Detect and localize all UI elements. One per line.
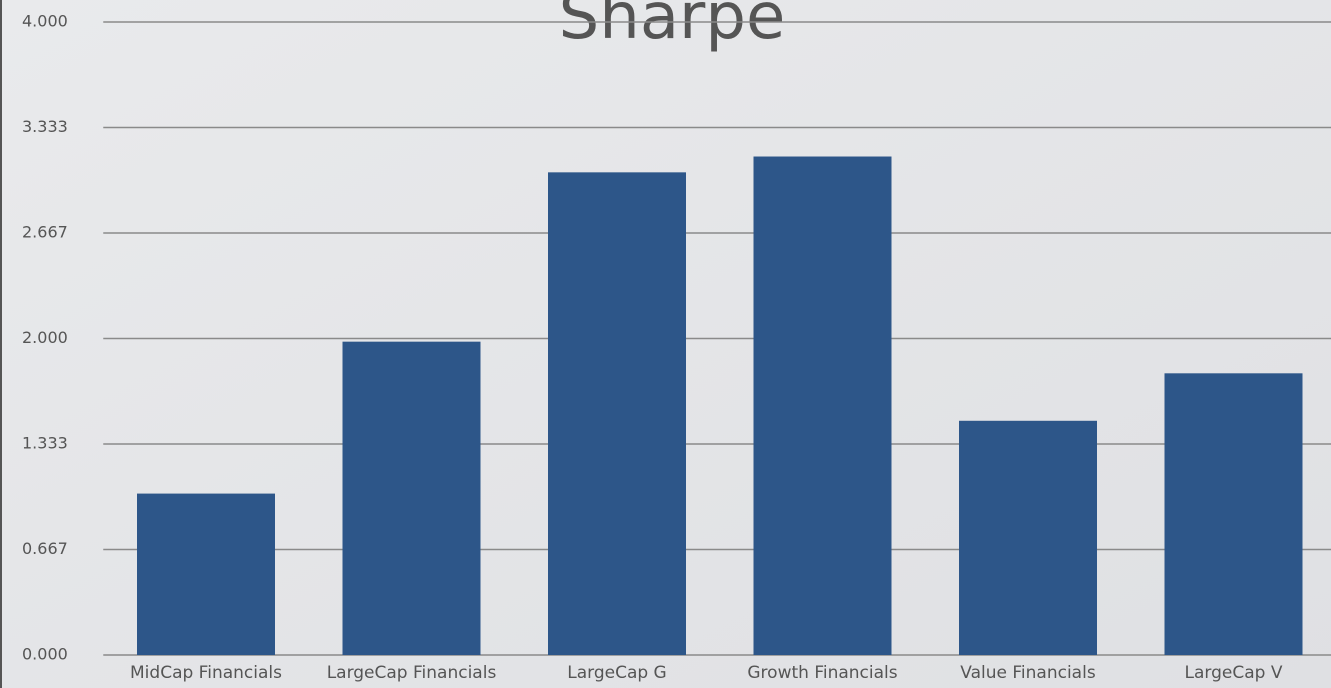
y-tick-label: 2.000 xyxy=(22,328,68,347)
x-tick-label: LargeCap Financials xyxy=(327,663,497,683)
x-tick-label: Growth Financials xyxy=(747,663,897,683)
y-tick-label: 2.667 xyxy=(22,222,68,241)
x-tick-label: MidCap Financials xyxy=(130,663,282,683)
bar xyxy=(1164,373,1303,655)
bar xyxy=(548,172,686,655)
y-tick-label: 0.000 xyxy=(22,645,68,664)
x-tick-label: LargeCap V xyxy=(1185,663,1283,683)
y-tick-label: 1.333 xyxy=(22,434,68,453)
bar xyxy=(959,420,1097,655)
y-tick-label: 3.333 xyxy=(22,117,68,136)
x-tick-label: LargeCap G xyxy=(567,663,667,683)
y-tick-label: 4.000 xyxy=(22,12,68,31)
bar xyxy=(342,341,481,655)
y-tick-label: 0.667 xyxy=(22,539,68,558)
bar xyxy=(137,493,275,655)
chart-title: Sharpe xyxy=(559,0,786,54)
bar xyxy=(753,156,892,655)
x-tick-label: Value Financials xyxy=(960,663,1096,683)
